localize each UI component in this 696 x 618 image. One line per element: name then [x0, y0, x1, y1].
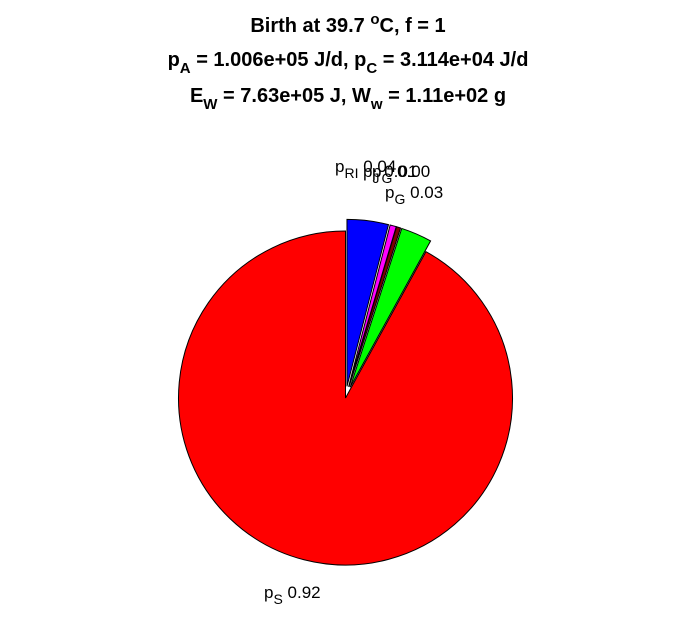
title3-ww-subscript: w [370, 96, 383, 113]
slice-label-value: 0.01 [379, 162, 417, 181]
slice-label-symbol: p [335, 157, 344, 176]
slice-label-subscript: G [381, 170, 392, 186]
slice-label-symbol: p [264, 583, 273, 602]
title3-ww-symbol: W [352, 85, 371, 107]
title2-pa-subscript: A [180, 60, 191, 77]
title1-prefix: Birth at 39.7 [250, 15, 370, 37]
slice-label-symbol: p [385, 183, 394, 202]
pie-slice-ri-1 [346, 218, 390, 387]
title3-ew-symbol: E [190, 85, 203, 107]
slice-label-value: 0.03 [405, 183, 443, 202]
slice-label-subscript: J [372, 170, 379, 186]
title3-ww-value: = 1.11e+02 g [383, 85, 506, 107]
chart-title-line2: pA = 1.006e+05 J/d, pC = 3.114e+04 J/d [168, 49, 529, 77]
slice-label-value: 0.92 [283, 583, 321, 602]
slice-label-subscript: S [273, 591, 282, 607]
slice-label-subscript: RI [344, 165, 358, 181]
slice-label-2: pJ 0.01 [363, 162, 417, 186]
title2-pc-symbol: p [354, 49, 366, 71]
slice-label-subscript: G [394, 191, 405, 207]
title2-pa-symbol: p [168, 49, 180, 71]
slice-label-4: pG 0.03 [385, 183, 443, 207]
pie-slices [178, 218, 513, 566]
slice-label-0: pS 0.92 [264, 583, 321, 607]
title1-suffix: C, f = 1 [380, 15, 446, 37]
slice-label-3: pG 0.00 [372, 162, 430, 186]
title2-pa-value: = 1.006e+05 J/d, [191, 49, 354, 71]
title2-pc-subscript: C [366, 60, 377, 77]
slice-label-value: 0.00 [392, 162, 430, 181]
title2-pc-value: = 3.114e+04 J/d [377, 49, 528, 71]
pie-slice-g-3 [348, 226, 402, 387]
pie-slice-g-4 [349, 227, 432, 388]
slice-label-value: 0.04 [358, 157, 396, 176]
slice-label-symbol: p [372, 162, 381, 181]
title1-degree-sup: o [370, 11, 379, 28]
title3-ew-subscript: W [203, 96, 218, 113]
chart-title-line1: Birth at 39.7 oC, f = 1 [250, 11, 445, 37]
title3-ew-value: = 7.63e+05 J, [217, 85, 352, 107]
slice-label-symbol: p [363, 162, 372, 181]
pie-slice-s-0 [178, 230, 513, 566]
chart-title-line3: EW = 7.63e+05 J, Ww = 1.11e+02 g [190, 85, 506, 113]
slice-label-1: pRI 0.04 [335, 157, 396, 181]
